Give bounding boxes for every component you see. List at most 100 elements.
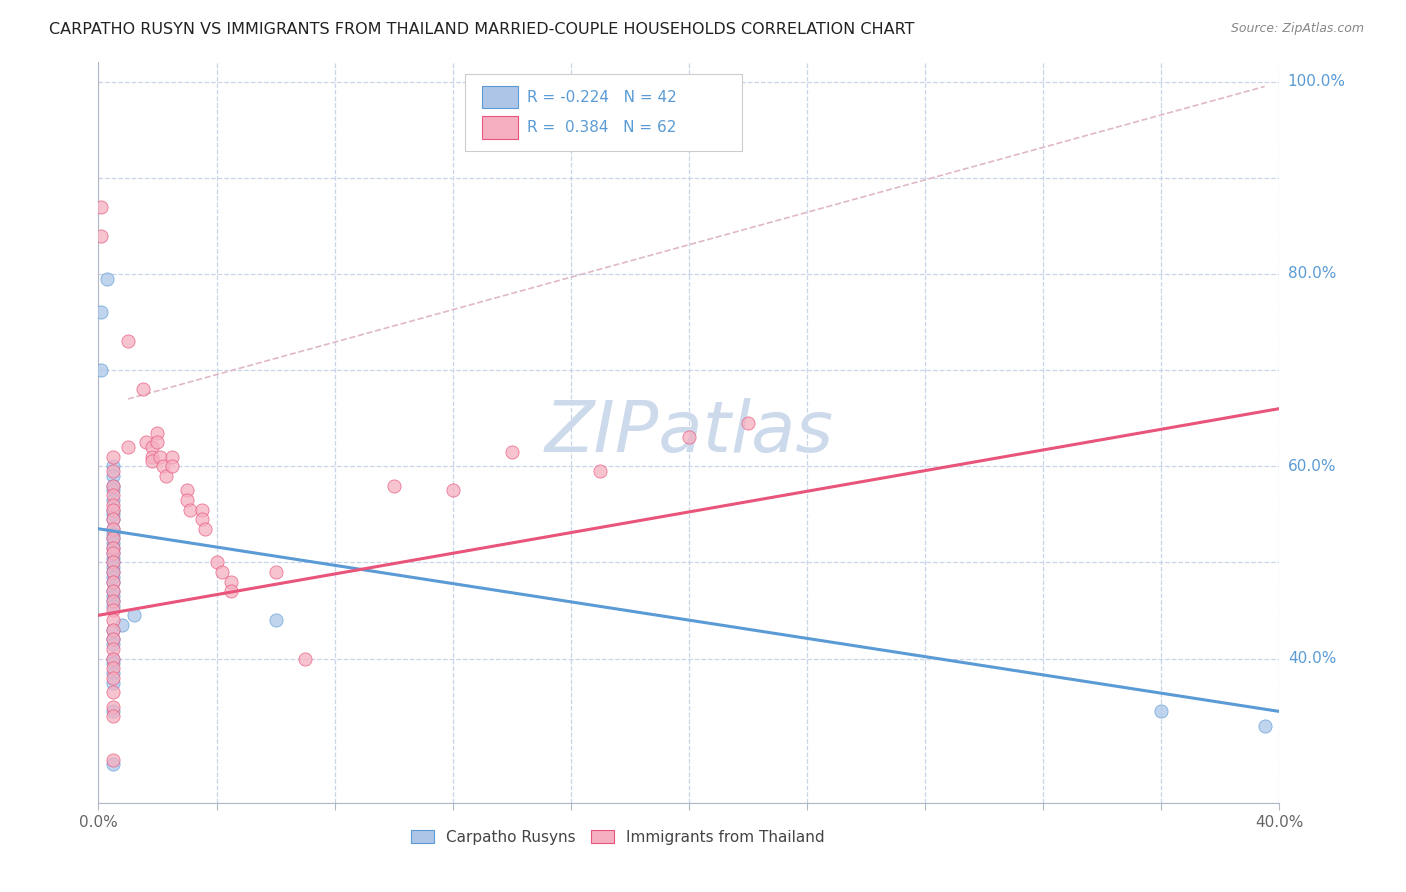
Text: 60.0%: 60.0% [1288, 458, 1336, 474]
Text: R =  0.384   N = 62: R = 0.384 N = 62 [527, 120, 676, 135]
Point [141, 450, 163, 464]
Point [103, 565, 125, 579]
Point [103, 469, 125, 483]
Point [135, 435, 157, 450]
Point [103, 661, 125, 675]
Point [103, 705, 125, 719]
Point [103, 478, 125, 492]
Point [117, 334, 139, 349]
Legend: Carpatho Rusyns, Immigrants from Thailand: Carpatho Rusyns, Immigrants from Thailan… [405, 823, 831, 851]
Point [103, 632, 125, 647]
Point [176, 492, 198, 507]
Point [103, 498, 125, 512]
Point [221, 574, 243, 589]
Point [205, 556, 228, 570]
Point [103, 623, 125, 637]
Point [264, 613, 287, 627]
Point [132, 382, 155, 396]
Point [191, 512, 214, 526]
Point [90, 363, 112, 377]
Point [103, 594, 125, 608]
Point [162, 459, 183, 474]
Point [141, 454, 163, 468]
Point [382, 478, 405, 492]
Point [678, 430, 700, 444]
Text: 40.0%: 40.0% [1288, 651, 1336, 666]
Point [103, 556, 125, 570]
Point [103, 560, 125, 574]
Point [103, 675, 125, 690]
Point [211, 565, 233, 579]
Point [103, 665, 125, 680]
Point [111, 618, 134, 632]
Point [103, 546, 125, 560]
Point [194, 522, 217, 536]
Point [162, 450, 183, 464]
FancyBboxPatch shape [482, 117, 517, 138]
Point [103, 651, 125, 665]
Point [103, 623, 125, 637]
Point [103, 570, 125, 584]
Point [103, 512, 125, 526]
Point [103, 651, 125, 665]
Point [149, 450, 172, 464]
Point [103, 699, 125, 714]
FancyBboxPatch shape [482, 87, 517, 108]
Point [146, 435, 169, 450]
Point [191, 502, 214, 516]
Point [103, 532, 125, 546]
Point [103, 483, 125, 498]
Point [90, 200, 112, 214]
Text: CARPATHO RUSYN VS IMMIGRANTS FROM THAILAND MARRIED-COUPLE HOUSEHOLDS CORRELATION: CARPATHO RUSYN VS IMMIGRANTS FROM THAILA… [49, 22, 915, 37]
Point [103, 532, 125, 546]
Point [103, 522, 125, 536]
Point [103, 541, 125, 555]
Point [221, 584, 243, 599]
Point [103, 657, 125, 671]
Point [737, 416, 759, 430]
Point [103, 589, 125, 603]
Point [155, 469, 177, 483]
Point [103, 546, 125, 560]
Point [103, 757, 125, 772]
Point [176, 483, 198, 498]
Point [103, 556, 125, 570]
Text: 80.0%: 80.0% [1288, 267, 1336, 282]
Point [103, 492, 125, 507]
Point [152, 459, 174, 474]
Point [103, 685, 125, 699]
Point [103, 574, 125, 589]
Point [96, 272, 118, 286]
Point [103, 752, 125, 766]
Text: 100.0%: 100.0% [1288, 74, 1346, 89]
Point [90, 305, 112, 319]
Point [103, 709, 125, 723]
Point [103, 459, 125, 474]
Point [1254, 719, 1277, 733]
Point [103, 450, 125, 464]
Point [1150, 705, 1173, 719]
Point [103, 594, 125, 608]
Text: R = -0.224   N = 42: R = -0.224 N = 42 [527, 90, 676, 104]
Point [103, 671, 125, 685]
Point [264, 565, 287, 579]
Point [294, 651, 316, 665]
Point [146, 425, 169, 440]
Point [103, 603, 125, 617]
Text: ZIPatlas: ZIPatlas [544, 398, 834, 467]
Point [103, 642, 125, 657]
Text: Source: ZipAtlas.com: Source: ZipAtlas.com [1230, 22, 1364, 36]
Point [103, 526, 125, 541]
Point [103, 464, 125, 478]
Point [501, 445, 523, 459]
Point [103, 522, 125, 536]
Point [103, 565, 125, 579]
Point [103, 613, 125, 627]
Point [103, 574, 125, 589]
Point [441, 483, 464, 498]
Point [122, 608, 145, 623]
Point [179, 502, 201, 516]
Point [141, 440, 163, 454]
Point [103, 512, 125, 526]
Point [103, 478, 125, 492]
